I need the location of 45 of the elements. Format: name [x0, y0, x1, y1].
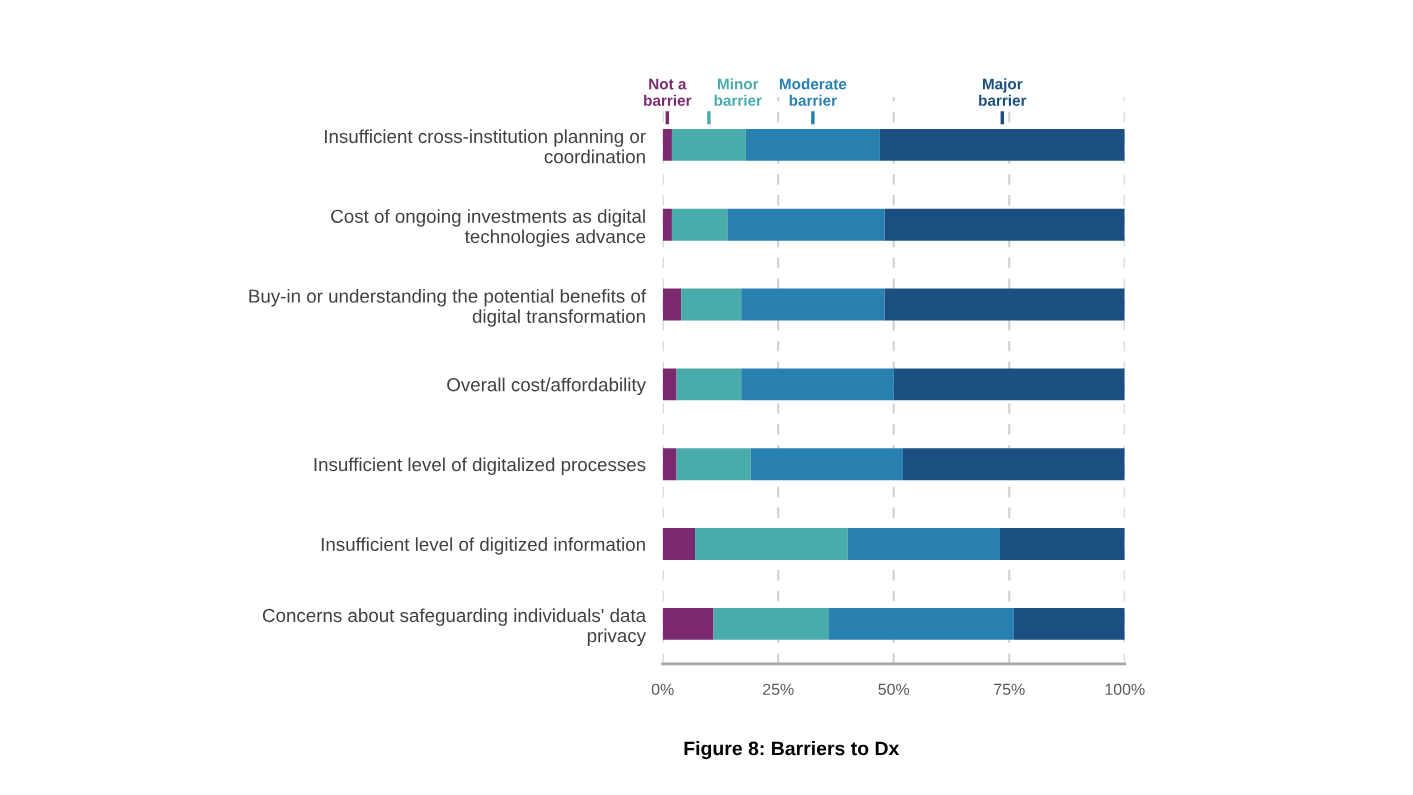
- bar: [727, 208, 885, 241]
- series-label: Minor barrier: [714, 78, 762, 106]
- bar: [662, 128, 672, 161]
- y-tick-label: Concerns about safeguarding individuals' data privacy: [262, 608, 647, 647]
- x-tick-label: 100%: [1105, 683, 1145, 695]
- bar: [662, 288, 682, 321]
- series-label: Not a barrier: [644, 78, 692, 106]
- y-tick-label: Buy-in or understanding the potential benefits of digital transformation: [249, 289, 647, 327]
- bar: [1013, 607, 1125, 640]
- series-label: Moderate barrier: [779, 78, 847, 106]
- x-tick-label: 25%: [763, 683, 794, 695]
- bar: [884, 208, 1125, 241]
- bar: [902, 448, 1125, 481]
- series-label: Major barrier: [979, 78, 1027, 106]
- bar: [999, 528, 1125, 561]
- bar: [662, 368, 677, 401]
- bar: [741, 288, 885, 321]
- bar: [671, 208, 728, 241]
- bar: [745, 128, 880, 161]
- bar: [662, 528, 696, 561]
- y-tick-label: Insufficient level of digitalized processes: [314, 457, 646, 475]
- text: Figure 8: Barriers to Dx: [684, 741, 900, 760]
- y-tick-label: Cost of ongoing investments as digital technologies advance: [331, 209, 646, 247]
- y-tick-label: Overall cost/affordability: [447, 377, 647, 396]
- bar: [671, 128, 746, 161]
- bar: [893, 368, 1125, 401]
- bar: [662, 607, 714, 640]
- bar: [695, 528, 848, 561]
- bar: [676, 368, 742, 401]
- bar: [879, 128, 1125, 161]
- x-tick-label: 50%: [878, 683, 910, 695]
- bar: [676, 448, 751, 481]
- bar: [713, 607, 830, 640]
- bar: [741, 368, 894, 401]
- bar: [681, 288, 742, 321]
- bar: [750, 448, 903, 481]
- bar: [662, 448, 677, 481]
- x-tick-label: 0%: [651, 683, 674, 695]
- y-tick-label: Insufficient cross-institution planning or coordination: [325, 129, 646, 164]
- bar: [829, 607, 1014, 640]
- x-tick-label: 75%: [994, 683, 1025, 695]
- y-tick-label: Insufficient level of digitized information: [321, 537, 645, 555]
- bar: [884, 288, 1125, 321]
- bar: [662, 208, 672, 241]
- bar: [847, 528, 1000, 561]
